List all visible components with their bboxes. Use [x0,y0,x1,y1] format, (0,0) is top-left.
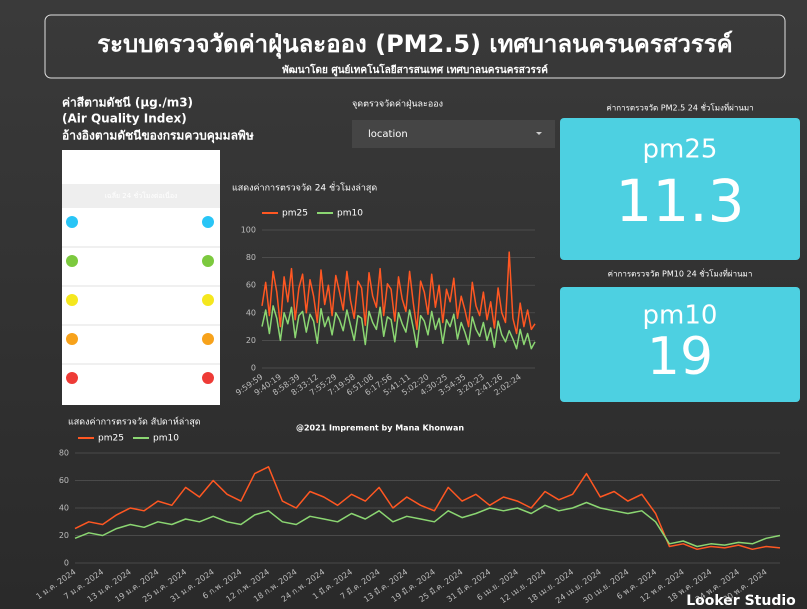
aqi-dot [202,372,214,384]
aqi-range: 37.6 - 75.0 [66,351,104,359]
aqi-dot [202,294,214,306]
aqi-range: 121 - 180 [182,351,216,359]
page-subtitle: พัฒนาโดย ศูนย์เทคโนโลยีสารสนเทศ เทศบาลนค… [282,63,548,77]
aqi-dot [66,333,78,345]
aqi-dot [66,372,78,384]
aqi-dot [66,294,78,306]
aqi-dot [202,216,214,228]
y-tick-label: 60 [246,281,256,290]
aqi-range: 81 - 120 [187,312,216,320]
scorecard-title: ค่าการตรวจวัด PM2.5 24 ชั่วโมงที่ผ่านมา [606,102,753,113]
y-tick-label: 60 [59,476,69,485]
legend-label: pm10 [153,434,179,444]
legend-heading: อ้างอิงตามดัชนีของกรมควบคุมมลพิษ [62,129,254,144]
aqi-range: 25.1 - 37.5 [66,312,104,320]
scorecard-value: 11.3 [615,167,744,235]
scorecard-metric: pm25 [643,135,718,165]
aqi-range: 51 - 80 [191,273,216,281]
y-tick-label: 20 [59,531,69,540]
scorecard-title: ค่าการตรวจวัด PM10 24 ชั่วโมงที่ผ่านมา [608,268,753,279]
aqi-range: 0 - 50 [196,234,216,242]
aqi-dot [202,333,214,345]
chart-title: แสดงค่าการตรวจวัด สัปดาห์ล่าสุด [68,416,201,428]
aqi-range: 15.1 - 25.0 [66,273,104,281]
y-tick-label: 0 [64,559,69,568]
legend-label: pm25 [98,434,124,444]
y-tick-label: 40 [246,308,256,317]
aqi-col-unit: (มคก./ลบ.ม.) [79,168,121,176]
legend-label: pm25 [282,209,308,219]
dropdown-label: จุดตรวจวัดค่าฝุ่นละออง [352,100,443,110]
aqi-dot [66,255,78,267]
aqi-col-unit: (มคก./ลบ.ม.) [162,168,204,176]
scorecard-value: 19 [647,327,713,387]
aqi-dot [66,216,78,228]
aqi-range: 0 - 15.0 [66,234,93,242]
aqi-dot [202,255,214,267]
aqi-col-name: PM2.5 [88,156,112,165]
credit: @2021 Imprement by Mana Khonwan [296,424,464,433]
aqi-col-name: PM10 [172,156,194,165]
y-tick-label: 0 [251,364,256,373]
y-tick-label: 100 [241,226,256,235]
aqi-note: เฉลี่ย 24 ชั่วโมงต่อเนื่อง [105,191,178,200]
dashboard: ระบบตรวจวัดค่าฝุ่นละออง (PM2.5) เทศบาลนค… [0,0,807,609]
page-title: ระบบตรวจวัดค่าฝุ่นละออง (PM2.5) เทศบาลนค… [97,30,732,60]
y-tick-label: 20 [246,336,256,345]
y-tick-label: 80 [246,253,256,262]
dropdown[interactable]: location [352,120,555,148]
legend-heading: (Air Quality Index) [62,112,187,126]
dropdown-value[interactable]: location [368,129,408,140]
scorecard-metric: pm10 [643,301,718,331]
legend-label: pm10 [337,209,363,219]
legend-heading: ค่าสีตามดัชนี (µg./m3) [62,96,193,110]
y-tick-label: 80 [59,449,69,458]
y-tick-label: 40 [59,504,69,513]
